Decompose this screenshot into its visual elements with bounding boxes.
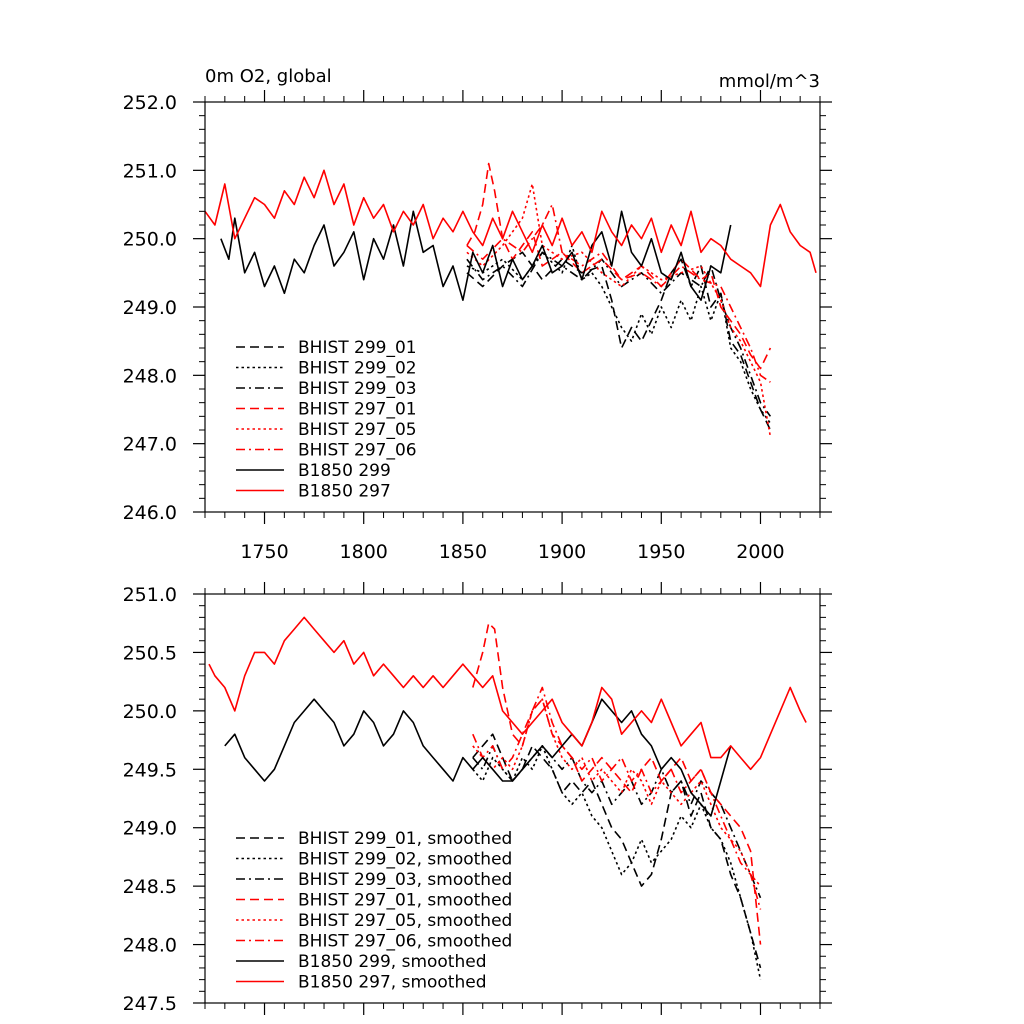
top-series-line-1: [466, 251, 772, 431]
top-x-tick-label: 2000: [736, 541, 784, 563]
bottom-legend-label-4: BHIST 297_01, smoothed: [298, 891, 512, 911]
bottom-legend-label-2: BHIST 299_02, smoothed: [298, 850, 512, 870]
top-series-line-5: [466, 183, 772, 437]
top-legend-label-8: B1850 297: [298, 482, 391, 502]
bottom-y-tick-label: 250.5: [123, 642, 177, 664]
bottom-legend-label-3: BHIST 299_03, smoothed: [298, 870, 512, 890]
bottom-y-tick-label: 250.0: [123, 701, 177, 723]
bottom-y-tick-label: 248.0: [123, 935, 177, 957]
top-legend-label-1: BHIST 299_01: [298, 338, 417, 358]
top-x-tick-label: 1850: [439, 541, 487, 563]
top-series-group: [205, 162, 817, 437]
top-series-line-6: [466, 203, 771, 383]
top-y-tick-label: 249.0: [123, 297, 177, 319]
top-legend-label-3: BHIST 299_03: [298, 379, 417, 399]
bottom-y-tick-label: 247.5: [123, 993, 177, 1015]
top-y-tick-label: 248.0: [123, 365, 177, 387]
bottom-series-line-2: [472, 745, 762, 980]
bottom-legend-label-1: BHIST 299_01, smoothed: [298, 829, 512, 849]
top-panel-units: mmol/m^3: [719, 71, 820, 92]
bottom-legend-label-5: BHIST 297_05, smoothed: [298, 911, 512, 931]
top-legend-label-5: BHIST 297_05: [298, 420, 417, 440]
bottom-y-tick-label: 249.5: [123, 759, 177, 781]
bottom-plot-frame: [204, 593, 821, 1004]
top-legend-label-7: B1850 299: [298, 461, 391, 481]
top-x-tick-label: 1900: [538, 541, 586, 563]
top-y-tick-label: 250.0: [123, 229, 177, 251]
top-panel: 0m O2, global mmol/m^3 1750 1800 1850 1900 1…: [123, 66, 832, 563]
top-series-line-4: [466, 162, 772, 370]
top-y-tick-label: 251.0: [123, 160, 177, 182]
top-series-line-2: [466, 244, 772, 424]
top-legend-label-6: BHIST 297_06: [298, 441, 417, 461]
bottom-series-line-6: [472, 686, 762, 910]
bottom-series-line-1: [472, 733, 762, 969]
top-series-line-7: [220, 210, 732, 302]
bottom-series-line-4: [472, 622, 762, 945]
top-legend-label-4: BHIST 297_01: [298, 400, 417, 420]
bottom-y-tick-label: 251.0: [123, 584, 177, 606]
bottom-y-tick-label: 248.5: [123, 876, 177, 898]
bottom-series-line-3: [472, 745, 762, 899]
top-x-tick-label: 1750: [240, 541, 288, 563]
bottom-legend-label-8: B1850 297, smoothed: [298, 973, 487, 993]
top-panel-title: 0m O2, global: [205, 66, 332, 87]
top-legend-label-2: BHIST 299_02: [298, 359, 417, 379]
top-x-tick-label: 1800: [340, 541, 388, 563]
top-series-line-8: [205, 169, 817, 288]
top-series-line-3: [466, 251, 772, 417]
top-x-tick-label: 1950: [637, 541, 685, 563]
bottom-series-group: [208, 616, 807, 980]
top-y-tick-label: 252.0: [123, 92, 177, 114]
top-y-tick-label: 246.0: [123, 502, 177, 524]
bottom-panel: 247.5 248.0 248.5 249.0 249.5 250.0 250.5 251.0…: [123, 582, 832, 1015]
top-y-tick-label: 247.0: [123, 434, 177, 456]
bottom-series-line-8: [208, 616, 807, 771]
bottom-y-tick-label: 249.0: [123, 818, 177, 840]
bottom-legend-label-6: BHIST 297_06, smoothed: [298, 932, 512, 952]
bottom-series-line-7: [224, 698, 732, 817]
bottom-legend-label-7: B1850 299, smoothed: [298, 952, 487, 972]
